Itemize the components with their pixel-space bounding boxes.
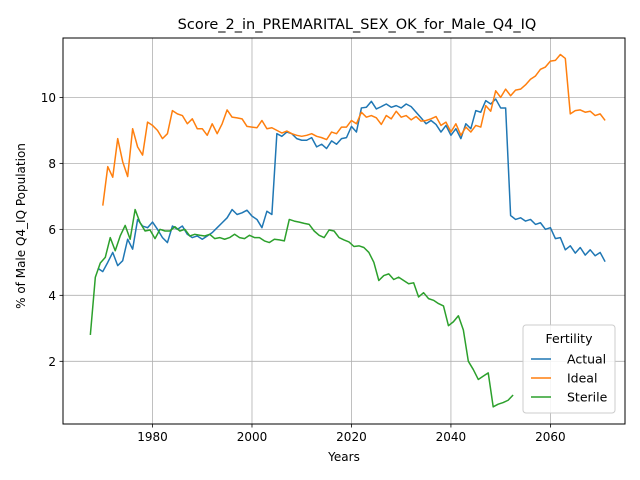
y-tick-label: 4 [48, 289, 56, 303]
series-line-actual [97, 98, 606, 273]
legend: Fertility Actual Ideal Sterile [522, 324, 616, 414]
y-tick-label: 8 [48, 157, 56, 171]
series-line-sterile [89, 208, 514, 408]
chart-title: Score_2_in_PREMARITAL_SEX_OK_for_Male_Q4… [178, 17, 537, 33]
series-layer [89, 53, 606, 408]
plot-frame [62, 37, 626, 425]
legend-title: Fertility [546, 331, 594, 346]
grid [63, 38, 625, 424]
legend-label-actual: Actual [567, 352, 606, 367]
y-tick-label: 6 [48, 223, 56, 237]
y-tick-label: 2 [48, 355, 56, 369]
series-line-ideal [102, 53, 606, 206]
x-tick-label: 2040 [436, 430, 467, 444]
x-tick-label: 2060 [535, 430, 566, 444]
x-tick-label: 2000 [237, 430, 268, 444]
y-tick-label: 10 [41, 91, 56, 105]
legend-label-ideal: Ideal [567, 371, 597, 386]
y-axis: 2 4 6 8 10 [41, 91, 63, 369]
x-axis: 1980 2000 2020 2040 2060 [137, 424, 566, 444]
legend-label-sterile: Sterile [567, 390, 608, 405]
y-axis-label: % of Male Q4_IQ Population [14, 143, 28, 309]
legend-box [522, 324, 616, 414]
x-tick-label: 2020 [336, 430, 367, 444]
x-tick-label: 1980 [137, 430, 168, 444]
x-axis-label: Years [327, 450, 360, 464]
